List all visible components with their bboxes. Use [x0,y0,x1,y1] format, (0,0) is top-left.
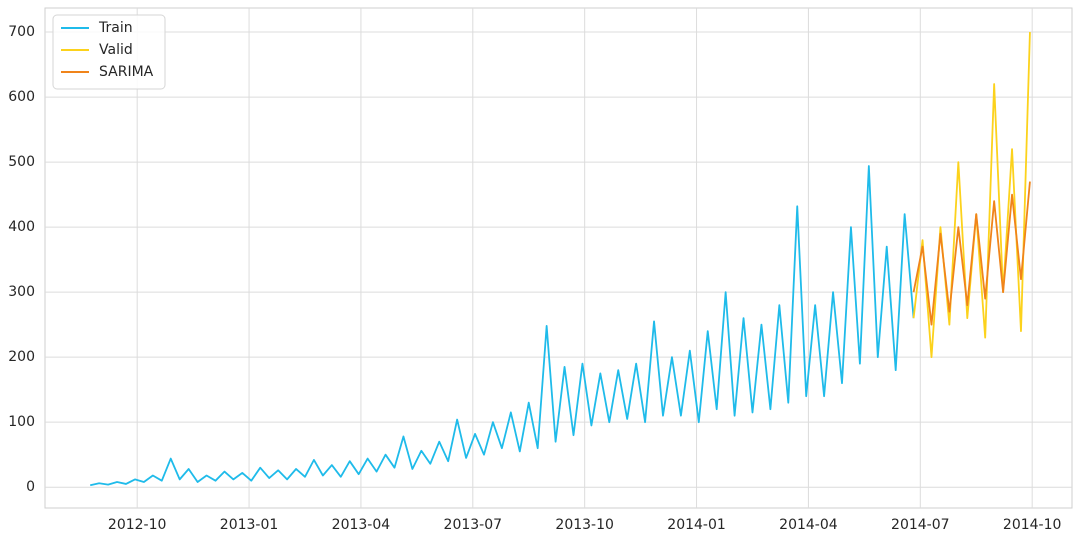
x-tick-label: 2014-01 [667,517,726,533]
x-tick-label: 2013-10 [555,517,614,533]
y-tick-label: 400 [8,219,35,235]
x-tick-label: 2013-01 [220,517,279,533]
legend-label: Train [98,20,133,36]
legend-label: SARIMA [99,64,154,80]
y-tick-label: 700 [8,24,35,40]
y-tick-label: 500 [8,154,35,170]
series-line [90,165,915,487]
x-tick-label: 2014-10 [1003,517,1062,533]
y-tick-label: 300 [8,284,35,300]
y-tick-label: 100 [8,414,35,430]
series-line [912,181,1031,326]
y-tick-label: 200 [8,349,35,365]
x-tick-label: 2014-07 [891,517,950,533]
y-tick-label: 600 [8,89,35,105]
x-tick-label: 2014-04 [779,517,838,533]
y-tick-label: 0 [26,479,35,495]
x-tick-label: 2013-07 [444,517,503,533]
x-tick-label: 2013-04 [332,517,391,533]
legend-label: Valid [99,42,133,58]
x-tick-label: 2012-10 [108,517,167,533]
legend-box [52,14,166,90]
plot-area [44,7,1073,509]
